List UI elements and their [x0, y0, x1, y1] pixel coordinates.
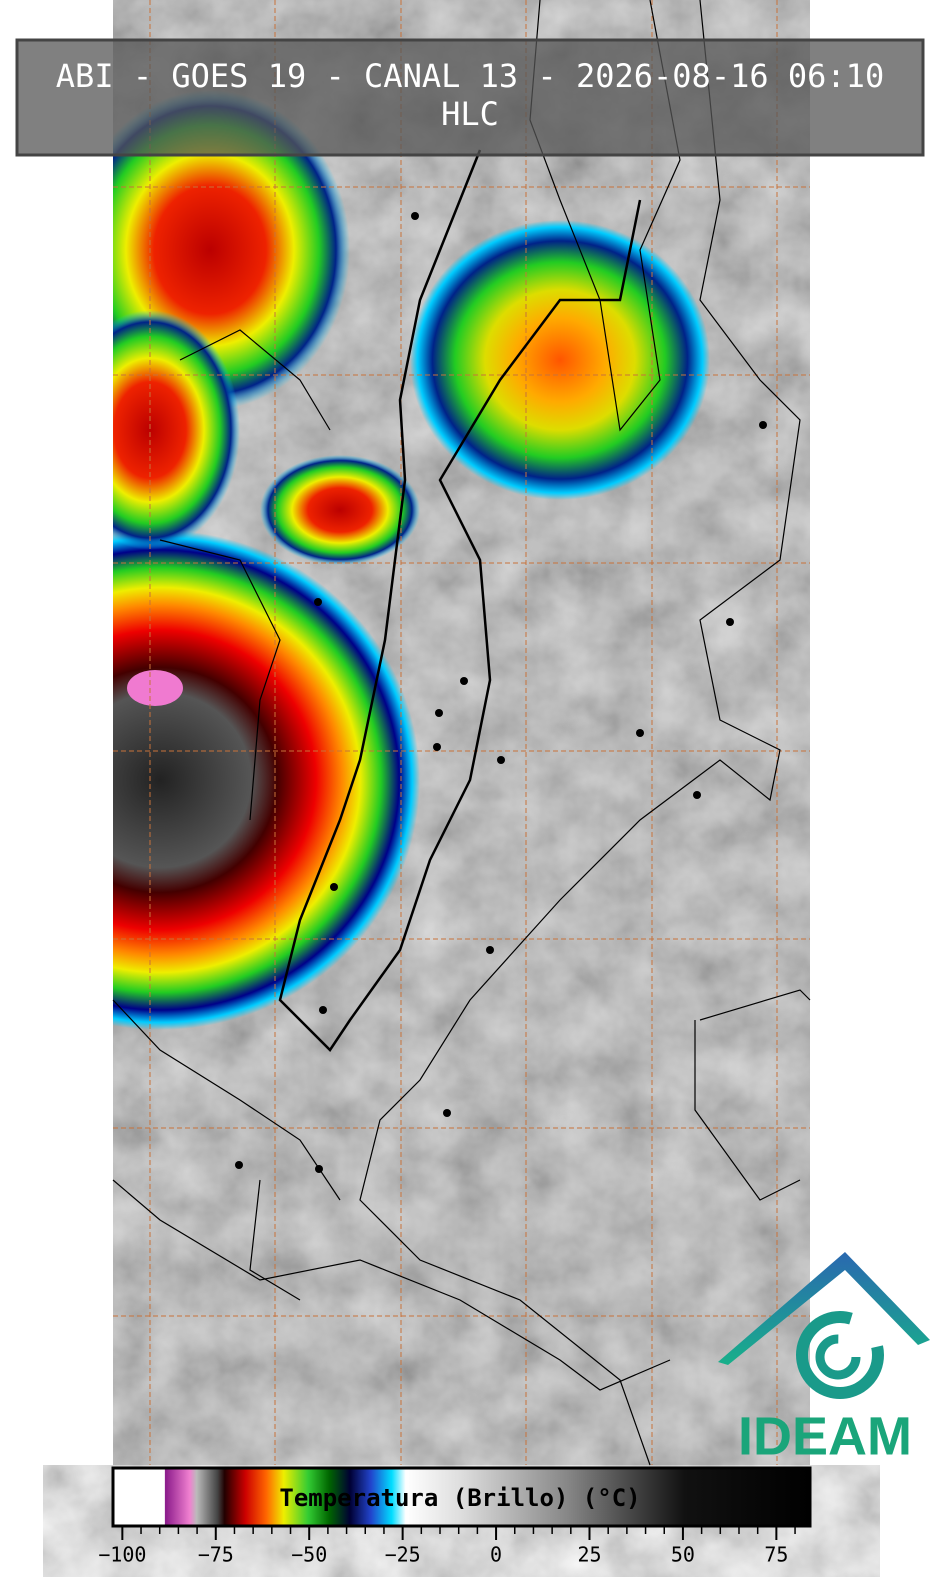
- cloud-tops: [0, 90, 710, 1030]
- tick-label: −100: [98, 1543, 146, 1567]
- tick-label: 50: [671, 1543, 695, 1567]
- city-dots: [235, 212, 767, 1173]
- tick-label: −50: [291, 1543, 327, 1567]
- tick-label: −25: [385, 1543, 421, 1567]
- colorbar-gradient: [111, 1466, 812, 1528]
- tick-label: 75: [764, 1543, 788, 1567]
- tick-label: 0: [490, 1543, 502, 1567]
- title-box: [15, 38, 925, 157]
- logo-text: IDEAM: [738, 1406, 912, 1466]
- colorbar: Temperatura (Brillo) (°C): [111, 1466, 812, 1528]
- graticule: [113, 0, 810, 1465]
- subtitle: HLC: [441, 95, 499, 133]
- tick-label: 25: [577, 1543, 601, 1567]
- title: ABI - GOES 19 - CANAL 13 - 2026-08-16 06…: [56, 57, 884, 95]
- tick-label: −75: [198, 1543, 234, 1567]
- logo: IDEAM: [718, 1252, 930, 1466]
- colorbar-label: Temperatura (Brillo) (°C): [279, 1484, 640, 1512]
- borders: [112, 0, 811, 1466]
